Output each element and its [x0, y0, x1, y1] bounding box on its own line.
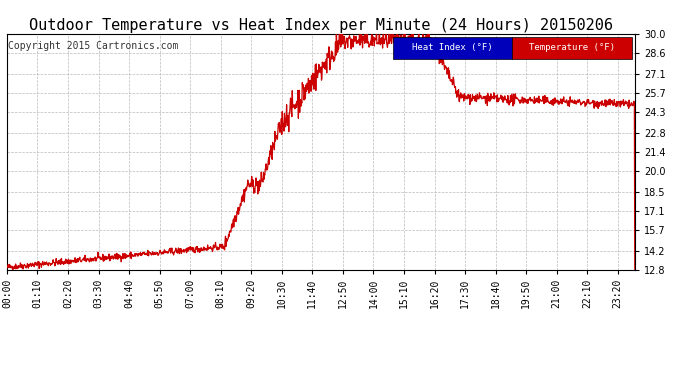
- Title: Outdoor Temperature vs Heat Index per Minute (24 Hours) 20150206: Outdoor Temperature vs Heat Index per Mi…: [29, 18, 613, 33]
- FancyBboxPatch shape: [393, 37, 513, 58]
- Text: Copyright 2015 Cartronics.com: Copyright 2015 Cartronics.com: [8, 41, 179, 51]
- FancyBboxPatch shape: [513, 37, 631, 58]
- Text: Heat Index (°F): Heat Index (°F): [413, 44, 493, 52]
- Text: Temperature (°F): Temperature (°F): [529, 44, 615, 52]
